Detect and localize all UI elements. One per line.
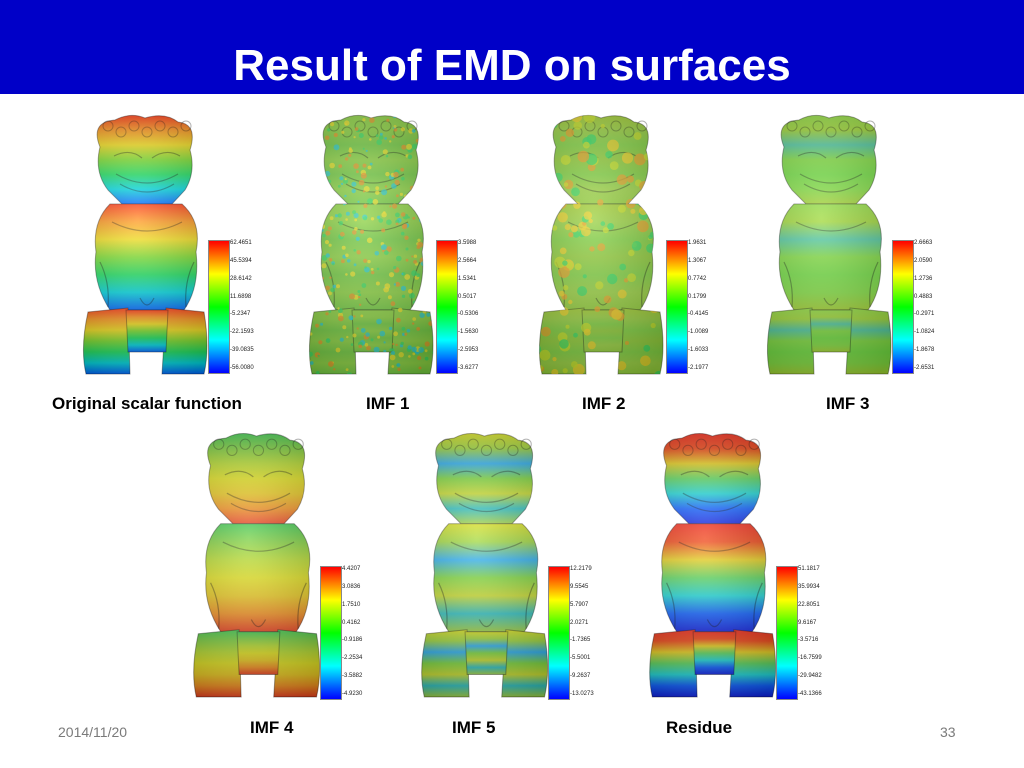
caption-imf3: IMF 3	[826, 394, 870, 413]
slide-page-number: 33	[940, 724, 956, 740]
statue-render	[193, 433, 321, 698]
caption-imf4: IMF 4	[250, 718, 294, 737]
colorbar-ticks: 1.9631 1.3067 0.7742 0.1799 -0.4145 -1.0089 -1…	[688, 240, 748, 372]
colorbar-tick-label: 3.0836	[342, 583, 361, 590]
colorbar-tick-label: 1.9631	[688, 240, 707, 246]
colorbar-tick-label: 0.1799	[688, 293, 707, 300]
colorbar-tick-label: 1.3067	[688, 257, 707, 264]
colorbar-tick-label: -13.0273	[570, 691, 594, 697]
colorbar	[892, 240, 914, 374]
colorbar-tick-label: 0.7742	[688, 275, 707, 282]
statue-render	[82, 114, 208, 375]
colorbar-tick-label: 11.6898	[230, 293, 252, 300]
panel-residue: 51.1817 35.9934 22.8051 9.6167 -3.5716 -16.75…	[636, 430, 836, 700]
colorbar-tick-label: 1.2736	[914, 275, 933, 282]
colorbar-ticks: 51.1817 35.9934 22.8051 9.6167 -3.5716 -16.75…	[798, 566, 858, 698]
colorbar-tick-label: -5.2347	[230, 311, 251, 318]
colorbar-tick-label: 62.4651	[230, 240, 252, 246]
colorbar-tick-label: -1.0089	[688, 329, 709, 336]
colorbar-tick-label: 28.6142	[230, 275, 252, 282]
statue-render	[308, 114, 434, 375]
colorbar-tick-label: 45.5394	[230, 257, 252, 264]
colorbar-ticks: 12.2179 9.5545 5.7907 2.0271 -1.7365 -5.5001 -…	[570, 566, 630, 698]
panel-imf1: 3.5988 2.5664 1.5341 0.5017 -0.5306 -1.5630 -2…	[296, 112, 496, 377]
colorbar-tick-label: -2.5953	[458, 347, 479, 354]
colorbar-tick-label: -3.6277	[458, 365, 479, 371]
colorbar-tick-label: -39.0835	[230, 347, 254, 354]
colorbar-tick-label: -16.7599	[798, 655, 822, 662]
colorbar-tick-label: 9.5545	[570, 583, 589, 590]
statue-render	[766, 114, 892, 375]
colorbar-tick-label: 2.5664	[458, 257, 477, 264]
colorbar-tick-label: 0.4162	[342, 619, 361, 626]
colorbar-tick-label: -0.9186	[342, 637, 363, 644]
colorbar-tick-label: 2.0590	[914, 257, 933, 264]
colorbar-tick-label: -0.5306	[458, 311, 479, 318]
colorbar-tick-label: -1.0824	[914, 329, 935, 336]
slide-date: 2014/11/20	[58, 724, 128, 740]
colorbar-tick-label: -9.2637	[570, 673, 591, 680]
colorbar-tick-label: 2.0271	[570, 619, 589, 626]
colorbar-tick-label: 35.9934	[798, 583, 820, 590]
panel-original: 62.4651 45.5394 28.6142 11.6898 -5.2347 -22.1…	[70, 112, 270, 377]
title-bar	[0, 0, 1024, 94]
colorbar-tick-label: -56.0080	[230, 365, 254, 371]
caption-original: Original scalar function	[52, 394, 242, 413]
statue-render	[538, 114, 664, 375]
colorbar-ticks: 4.4207 3.0836 1.7510 0.4162 -0.9186 -2.2534 -3…	[342, 566, 402, 698]
panel-imf5: 12.2179 9.5545 5.7907 2.0271 -1.7365 -5.5001 -…	[408, 430, 608, 700]
colorbar-tick-label: -1.5630	[458, 329, 479, 336]
colorbar-ticks: 62.4651 45.5394 28.6142 11.6898 -5.2347 -22.1…	[230, 240, 290, 372]
colorbar	[320, 566, 342, 700]
colorbar-tick-label: 51.1817	[798, 566, 820, 572]
colorbar-ticks: 3.5988 2.5664 1.5341 0.5017 -0.5306 -1.5630 -2…	[458, 240, 518, 372]
statue-render	[421, 433, 549, 698]
colorbar-tick-label: 12.2179	[570, 566, 592, 572]
colorbar	[666, 240, 688, 374]
colorbar-tick-label: 5.7907	[570, 601, 589, 608]
colorbar-tick-label: 3.5988	[458, 240, 477, 246]
colorbar-tick-label: 9.6167	[798, 619, 817, 626]
colorbar-tick-label: 4.4207	[342, 566, 361, 572]
colorbar-tick-label: 1.7510	[342, 601, 361, 608]
colorbar-tick-label: -3.5716	[798, 637, 819, 644]
colorbar-tick-label: 1.5341	[458, 275, 477, 282]
colorbar-tick-label: -2.2534	[342, 655, 363, 662]
colorbar	[208, 240, 230, 374]
colorbar-tick-label: -1.8678	[914, 347, 935, 354]
colorbar-tick-label: -2.1977	[688, 365, 709, 371]
caption-imf5: IMF 5	[452, 718, 496, 737]
colorbar-tick-label: 0.4883	[914, 293, 933, 300]
colorbar-tick-label: -1.7365	[570, 637, 591, 644]
colorbar	[548, 566, 570, 700]
statue-render	[649, 433, 777, 698]
colorbar-tick-label: -0.2971	[914, 311, 935, 318]
panel-imf3: 2.6663 2.0590 1.2736 0.4883 -0.2971 -1.0824 -1…	[754, 112, 954, 377]
slide-title: Result of EMD on surfaces	[233, 41, 791, 90]
colorbar-tick-label: -1.6033	[688, 347, 709, 354]
colorbar-tick-label: -43.1366	[798, 691, 822, 697]
colorbar-tick-label: 22.8051	[798, 601, 820, 608]
panel-imf4: 4.4207 3.0836 1.7510 0.4162 -0.9186 -2.2534 -3…	[180, 430, 380, 700]
panel-imf2: 1.9631 1.3067 0.7742 0.1799 -0.4145 -1.0089 -1…	[526, 112, 726, 377]
colorbar-tick-label: -4.9230	[342, 691, 363, 697]
colorbar-tick-label: 0.5017	[458, 293, 477, 300]
colorbar-tick-label: -5.5001	[570, 655, 591, 662]
caption-residue: Residue	[666, 718, 733, 737]
colorbar-tick-label: -0.4145	[688, 311, 709, 318]
colorbar	[776, 566, 798, 700]
caption-imf2: IMF 2	[582, 394, 626, 413]
colorbar-tick-label: 2.6663	[914, 240, 933, 246]
colorbar-ticks: 2.6663 2.0590 1.2736 0.4883 -0.2971 -1.0824 -1…	[914, 240, 974, 372]
caption-imf1: IMF 1	[366, 394, 410, 413]
colorbar-tick-label: -22.1593	[230, 329, 254, 336]
colorbar-tick-label: -29.9482	[798, 673, 822, 680]
colorbar	[436, 240, 458, 374]
colorbar-tick-label: -2.6531	[914, 365, 935, 371]
colorbar-tick-label: -3.5882	[342, 673, 363, 680]
